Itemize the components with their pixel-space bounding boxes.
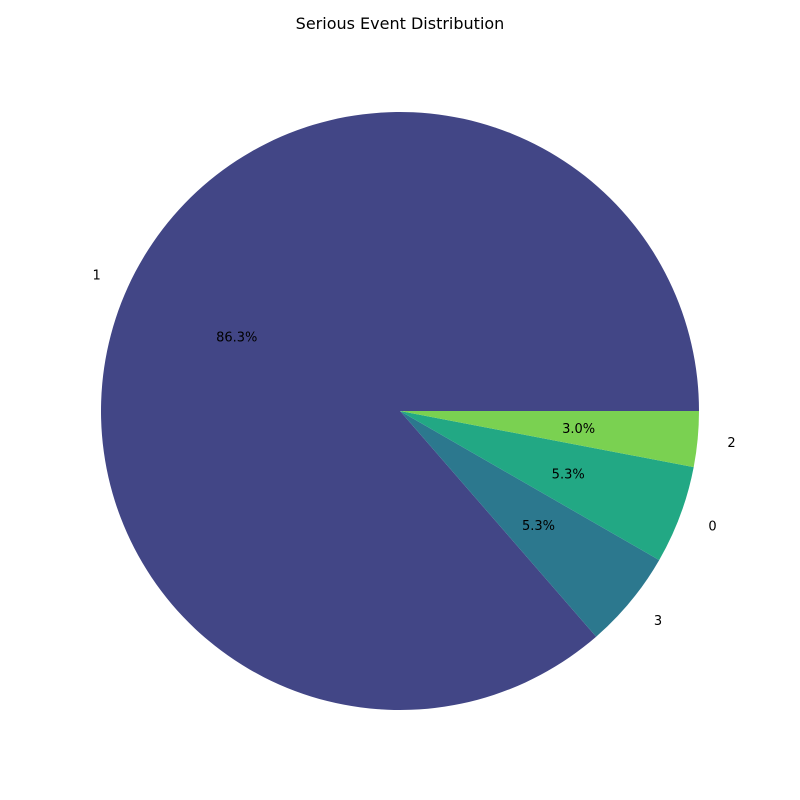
slice-label-0: 0 [708,519,716,534]
labels-layer: 1 86.3% 3 5.3% 0 5.3% 2 3.0% [92,269,735,629]
slice-label-1: 1 [92,269,100,284]
pie-slice-3 [400,411,660,637]
slice-pct-label-1: 86.3% [216,331,257,346]
slices-layer [101,111,700,710]
slice-label-2: 2 [727,436,735,451]
slice-pct-label-2: 3.0% [562,422,595,437]
chart-title: Serious Event Distribution [296,14,505,33]
pie-slice-2 [400,411,699,468]
pie-slice-0 [400,411,694,561]
slice-pct-label-0: 5.3% [552,467,585,482]
slice-label-3: 3 [654,614,662,629]
slice-pct-label-3: 5.3% [522,519,555,534]
